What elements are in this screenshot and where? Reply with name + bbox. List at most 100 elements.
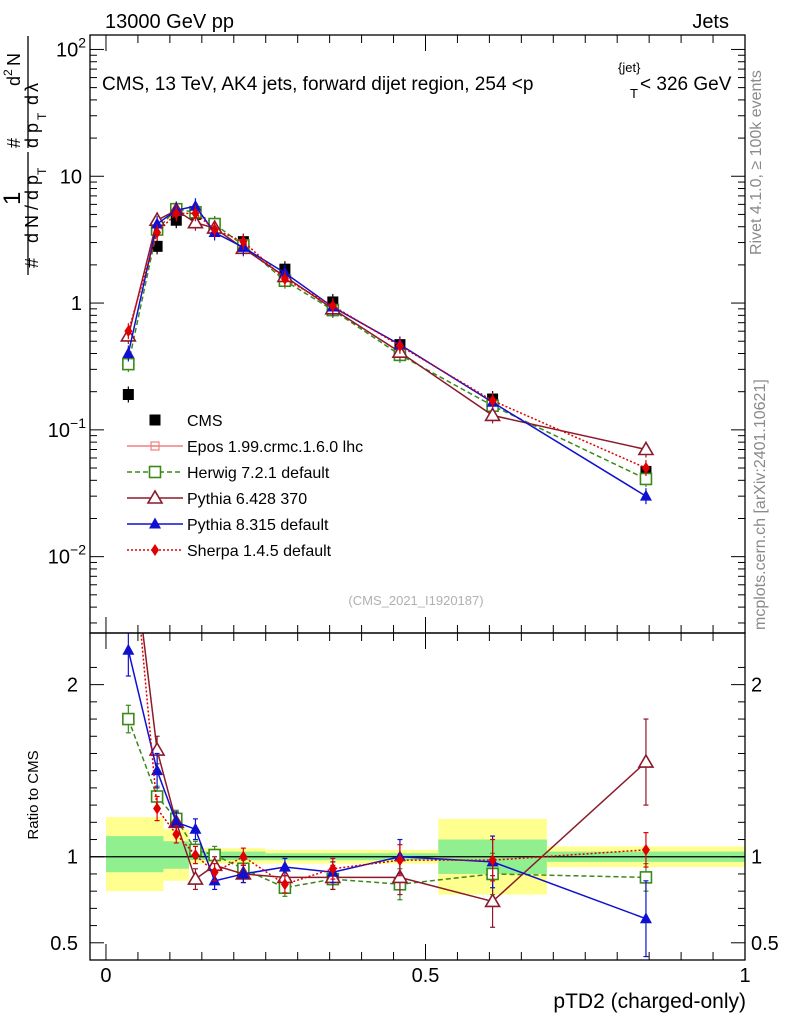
legend-entry-herwig: Herwig 7.2.1 default bbox=[127, 465, 330, 482]
data-point-sherpa bbox=[280, 272, 289, 285]
ratio-line-pythia8 bbox=[127, 650, 647, 920]
legend-label: Pythia 8.315 default bbox=[187, 517, 329, 534]
legend-marker-pythia6 bbox=[146, 489, 164, 504]
ratio-line-pythia6 bbox=[142, 633, 647, 903]
data-point-pythia8 bbox=[122, 347, 135, 359]
ratio-point-sherpa bbox=[239, 850, 248, 863]
data-point-pythia8 bbox=[189, 199, 202, 211]
svg-text:d p: d p bbox=[22, 123, 42, 148]
ratio-point-pythia8 bbox=[639, 912, 652, 924]
ratio-point-sherpa bbox=[124, 489, 132, 501]
data-point-sherpa bbox=[191, 207, 200, 220]
data-point-pythia8 bbox=[151, 217, 164, 229]
ratio-point-pythia8 bbox=[189, 822, 202, 834]
ratio-y-tick-label: 1 bbox=[67, 847, 78, 869]
ratio-series-pythia8 bbox=[122, 633, 652, 958]
header-left: 13000 GeV pp bbox=[105, 11, 234, 33]
ratio-point-sherpa bbox=[172, 828, 181, 841]
title-subscript: T bbox=[630, 86, 638, 101]
ratio-point-pythia8 bbox=[151, 764, 164, 776]
ratio-y-tick-label: 2 bbox=[67, 675, 78, 697]
legend-marker-pythia8 bbox=[149, 517, 161, 529]
ratio-series bbox=[121, 489, 655, 958]
ratio-point-sherpa bbox=[191, 849, 200, 862]
ratio-point-pythia8 bbox=[122, 643, 135, 655]
ratio-y-tick-label: 0.5 bbox=[50, 933, 78, 955]
legend-label: Pythia 6.428 370 bbox=[187, 491, 307, 508]
data-point-sherpa bbox=[172, 207, 181, 220]
ratio-frame bbox=[89, 632, 746, 961]
svg-text:d: d bbox=[4, 76, 24, 86]
ratio-point-pythia6 bbox=[391, 868, 409, 884]
upper-series bbox=[119, 198, 655, 505]
ratio-series-clipped bbox=[121, 489, 655, 958]
x-tick-label: 0.5 bbox=[412, 965, 440, 987]
ratio-point-sherpa bbox=[153, 802, 162, 815]
legend-marker-sherpa bbox=[151, 544, 159, 556]
series-sherpa bbox=[124, 205, 650, 477]
ratio-point-sherpa bbox=[328, 862, 337, 875]
svg-text:1: 1 bbox=[0, 192, 26, 205]
ratio-point-sherpa bbox=[210, 866, 219, 879]
upper-y-tick-label: 10−2 bbox=[48, 542, 86, 569]
legend: CMS Epos 1.99.crmc.1.6.0 lhc Herwig 7.2.1 … bbox=[127, 413, 363, 560]
mcplots-label: mcplots.cern.ch [arXiv:2401.10621] bbox=[752, 379, 769, 630]
legend-marker-epos bbox=[150, 441, 160, 451]
ratio-point-sherpa bbox=[395, 854, 404, 867]
data-point-cms bbox=[122, 389, 134, 401]
ratio-series-herwig bbox=[122, 704, 653, 901]
svg-text:d: d bbox=[22, 95, 42, 105]
svg-text:#: # bbox=[4, 138, 24, 148]
data-point-pythia6 bbox=[484, 406, 501, 422]
data-point-sherpa bbox=[210, 223, 219, 236]
legend-entry-sherpa: Sherpa 1.4.5 default bbox=[127, 543, 332, 560]
ratio-point-pythia6 bbox=[637, 753, 655, 768]
upper-y-tick-label: 102 bbox=[56, 34, 86, 61]
title-superscript: {jet} bbox=[618, 60, 641, 75]
ratio-y-axis-label: Ratio to CMS bbox=[25, 750, 42, 839]
legend-label: Herwig 7.2.1 default bbox=[187, 465, 330, 482]
upper-y-tick-label: 10 bbox=[60, 166, 82, 188]
ratio-series-sherpa bbox=[124, 489, 650, 894]
ratio-point-pythia6 bbox=[484, 892, 501, 908]
upper-y-axis-label: # d N / d p T 1 # d p T d λ d 2 N bbox=[0, 36, 49, 275]
title-main: CMS, 13 TeV, AK4 jets, forward dijet reg… bbox=[102, 74, 533, 95]
upper-y-tick-label: 1 bbox=[71, 293, 82, 315]
legend-entry-epos: Epos 1.99.crmc.1.6.0 lhc bbox=[127, 439, 363, 456]
data-point-sherpa bbox=[124, 325, 133, 338]
legend-label: CMS bbox=[187, 413, 223, 430]
x-axis-label: pTD2 (charged-only) bbox=[553, 990, 746, 1013]
upper-y-tick-label: 10−1 bbox=[48, 415, 86, 442]
svg-text:#: # bbox=[22, 258, 42, 268]
band-inner-1 bbox=[163, 841, 190, 869]
svg-text:T: T bbox=[35, 167, 49, 175]
data-point-sherpa bbox=[641, 462, 650, 475]
data-point-sherpa bbox=[153, 226, 162, 239]
analysis-watermark: (CMS_2021_I1920187) bbox=[348, 593, 483, 608]
data-point-sherpa bbox=[488, 394, 497, 407]
svg-text:T: T bbox=[35, 112, 49, 120]
legend-entry-pythia8: Pythia 8.315 default bbox=[127, 517, 329, 534]
x-tick-label: 1 bbox=[739, 965, 750, 987]
ratio-point-sherpa bbox=[641, 843, 650, 856]
legend-marker-cms bbox=[149, 414, 161, 426]
legend-label: Sherpa 1.4.5 default bbox=[187, 543, 332, 560]
svg-text:λ: λ bbox=[22, 83, 42, 92]
ratio-point-pythia6 bbox=[121, 506, 135, 518]
ratio-point-sherpa bbox=[280, 878, 289, 891]
data-point-cms bbox=[151, 240, 163, 252]
title-end: < 326 GeV bbox=[640, 74, 732, 95]
svg-text:d N / d p: d N / d p bbox=[22, 175, 42, 243]
ratio-y-tick-label-right: 1 bbox=[751, 847, 762, 869]
ratio-point-pythia8 bbox=[237, 867, 250, 879]
data-point-pythia8 bbox=[639, 489, 652, 501]
legend-marker-herwig bbox=[148, 465, 162, 479]
ratio-point-sherpa bbox=[488, 854, 497, 867]
ratio-point-pythia8 bbox=[278, 860, 291, 872]
data-point-sherpa bbox=[239, 235, 248, 248]
ratio-y-tick-label-right: 0.5 bbox=[751, 933, 779, 955]
ratio-point-herwig bbox=[122, 712, 135, 726]
rivet-label: Rivet 4.1.0, ≥ 100k events bbox=[748, 70, 765, 255]
